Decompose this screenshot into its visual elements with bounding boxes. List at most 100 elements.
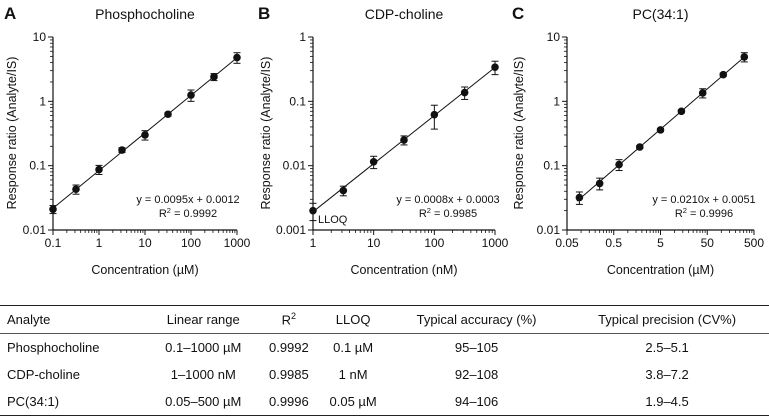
lloq-label: LLOQ bbox=[318, 214, 348, 226]
cell: 0.1 µM bbox=[333, 340, 374, 355]
panel-c: C PC(34:1) 0.05 0.5 5 50 500 0.01 0.1 1 10 Concentr… bbox=[512, 4, 764, 277]
y-tick-label: 10 bbox=[547, 30, 561, 44]
data-point bbox=[118, 146, 126, 154]
table-row: CDP-choline 1–1000 nM 0.9985 1 nM 92–108… bbox=[0, 361, 769, 388]
data-point bbox=[309, 206, 317, 215]
x-axis-label: Concentration (µM) bbox=[607, 263, 714, 277]
data-point bbox=[430, 110, 439, 119]
x-axis-label: Concentration (nM) bbox=[351, 263, 458, 277]
cell: 0.05–500 µM bbox=[165, 394, 242, 409]
cell: 1.9–4.5 bbox=[645, 394, 689, 409]
x-tick-label: 100 bbox=[424, 236, 444, 250]
y-axis-label: Response ratio (Analyte/IS) bbox=[5, 57, 19, 210]
r-squared: R2 = 0.9985 bbox=[419, 206, 477, 220]
data-point bbox=[72, 185, 80, 194]
r-squared: R2 = 0.9992 bbox=[159, 206, 217, 220]
data-point bbox=[595, 179, 604, 188]
data-point bbox=[460, 88, 469, 97]
panel-title: PC(34:1) bbox=[632, 6, 688, 22]
x-tick-label: 5 bbox=[657, 236, 664, 250]
cell: 94–106 bbox=[454, 394, 499, 409]
panel-title: Phosphocholine bbox=[95, 6, 195, 22]
data-point bbox=[400, 136, 408, 144]
x-tick-label: 0.1 bbox=[45, 236, 62, 250]
x-tick-label: 0.05 bbox=[555, 236, 579, 250]
data-point bbox=[369, 157, 378, 166]
data-point bbox=[615, 160, 623, 169]
data-point bbox=[656, 126, 665, 134]
panel-title: CDP-choline bbox=[365, 6, 444, 22]
cell: 0.05 µM bbox=[329, 394, 377, 409]
col-lloq: LLOQ bbox=[335, 312, 371, 327]
data-point bbox=[95, 165, 103, 174]
y-tick-label: 0.01 bbox=[23, 223, 47, 237]
col-r2-label: R bbox=[281, 312, 292, 328]
data-point bbox=[635, 143, 644, 151]
col-r2-sup: 2 bbox=[291, 311, 297, 322]
x-tick-label: 50 bbox=[701, 236, 715, 250]
cell: 3.8–7.2 bbox=[645, 367, 689, 382]
x-tick-label: 100 bbox=[181, 236, 201, 250]
y-tick-label: 0.1 bbox=[29, 159, 46, 173]
y-tick-label: 1 bbox=[299, 30, 306, 44]
data-point bbox=[141, 131, 149, 139]
y-tick-label: 0.1 bbox=[543, 159, 560, 173]
validation-table: Analyte Linear range R2 LLOQ Typical acc… bbox=[0, 305, 769, 416]
col-analyte: Analyte bbox=[7, 312, 51, 327]
r-squared: R2 = 0.9996 bbox=[675, 206, 733, 220]
y-axis-label: Response ratio (Analyte/IS) bbox=[512, 57, 526, 210]
cell: 0.1–1000 µM bbox=[165, 340, 242, 355]
data-point bbox=[740, 53, 749, 61]
data-point bbox=[233, 53, 241, 62]
cell: 0.9992 bbox=[268, 340, 309, 355]
cell: 1 nM bbox=[338, 367, 368, 382]
data-point bbox=[491, 63, 499, 71]
cell: 92–108 bbox=[454, 367, 499, 382]
panel-letter: C bbox=[512, 4, 524, 23]
data-point bbox=[187, 91, 195, 99]
col-r2: R2 bbox=[260, 306, 319, 334]
data-point bbox=[164, 110, 172, 119]
data-point bbox=[575, 193, 584, 202]
cell: 0.9985 bbox=[268, 367, 309, 382]
data-point bbox=[49, 205, 57, 214]
cell: 2.5–5.1 bbox=[645, 340, 689, 355]
y-tick-label: 0.1 bbox=[289, 94, 306, 108]
x-tick-label: 1 bbox=[96, 236, 103, 250]
cell: 0.9996 bbox=[268, 394, 309, 409]
cell: 95–105 bbox=[454, 340, 499, 355]
x-tick-label: 1000 bbox=[224, 236, 251, 250]
col-accuracy: Typical accuracy (%) bbox=[416, 312, 537, 327]
data-point bbox=[698, 89, 707, 97]
y-tick-label: 0.01 bbox=[537, 223, 561, 237]
cell: 1–1000 nM bbox=[170, 367, 236, 382]
data-point bbox=[677, 107, 686, 116]
x-tick-label: 10 bbox=[138, 236, 152, 250]
fit-equation: y = 0.0008x + 0.0003 bbox=[396, 194, 499, 206]
y-tick-label: 1 bbox=[553, 94, 560, 108]
y-tick-label: 0.001 bbox=[276, 223, 306, 237]
y-tick-label: 0.01 bbox=[283, 159, 307, 173]
cell: PC(34:1) bbox=[7, 394, 60, 409]
data-point bbox=[719, 70, 728, 79]
data-point bbox=[339, 186, 348, 195]
table-row: Phosphocholine 0.1–1000 µM 0.9992 0.1 µM… bbox=[0, 334, 769, 362]
y-tick-label: 1 bbox=[39, 94, 46, 108]
cell: Phosphocholine bbox=[7, 340, 100, 355]
panel-letter: A bbox=[4, 4, 16, 23]
table-header-row: Analyte Linear range R2 LLOQ Typical acc… bbox=[0, 305, 769, 334]
x-tick-label: 10 bbox=[367, 236, 381, 250]
panel-letter: B bbox=[258, 4, 270, 23]
fit-equation: y = 0.0095x + 0.0012 bbox=[136, 194, 239, 206]
cell: CDP-choline bbox=[7, 367, 80, 382]
data-point bbox=[210, 73, 218, 81]
panel-b: B CDP-choline 1 10 100 1000 0.001 0.01 0.1 1 Conce… bbox=[258, 4, 509, 277]
y-axis-label: Response ratio (Analyte/IS) bbox=[259, 57, 273, 210]
x-tick-label: 1000 bbox=[482, 236, 509, 250]
x-tick-label: 1 bbox=[310, 236, 317, 250]
table-row: PC(34:1) 0.05–500 µM 0.9996 0.05 µM 94–1… bbox=[0, 388, 769, 416]
y-tick-label: 10 bbox=[33, 30, 47, 44]
x-tick-label: 500 bbox=[744, 236, 764, 250]
col-precision: Typical precision (CV%) bbox=[598, 312, 737, 327]
